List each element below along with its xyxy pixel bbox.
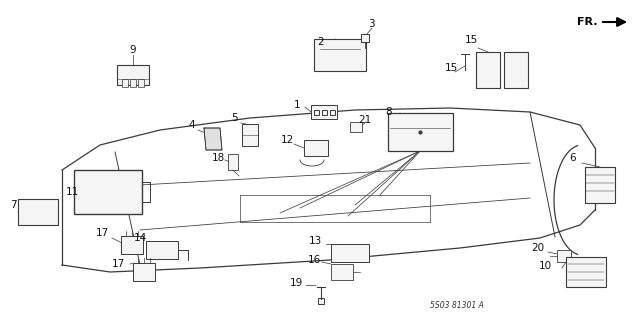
Bar bbox=[133, 263, 155, 281]
Bar bbox=[504, 52, 528, 88]
Bar bbox=[146, 241, 178, 259]
Text: 8: 8 bbox=[386, 107, 392, 117]
Bar bbox=[314, 39, 366, 71]
Text: 9: 9 bbox=[130, 45, 136, 55]
Bar bbox=[74, 170, 142, 214]
Text: 5S03 81301 A: 5S03 81301 A bbox=[430, 300, 484, 309]
Text: 14: 14 bbox=[133, 233, 147, 243]
Bar bbox=[585, 167, 615, 203]
Bar bbox=[350, 122, 362, 132]
Text: 6: 6 bbox=[570, 153, 576, 163]
Bar bbox=[311, 105, 337, 119]
Bar bbox=[387, 113, 452, 151]
Bar bbox=[318, 298, 324, 304]
Text: 17: 17 bbox=[95, 228, 109, 238]
Text: 15: 15 bbox=[465, 35, 477, 45]
Bar bbox=[304, 140, 328, 156]
Text: 21: 21 bbox=[358, 115, 372, 125]
Bar bbox=[321, 109, 326, 115]
Text: 4: 4 bbox=[189, 120, 195, 130]
Text: 7: 7 bbox=[10, 200, 16, 210]
Bar bbox=[117, 65, 149, 85]
Bar bbox=[476, 52, 500, 88]
Bar bbox=[138, 79, 144, 87]
Bar bbox=[566, 257, 606, 287]
Text: 2: 2 bbox=[317, 37, 324, 47]
Text: 11: 11 bbox=[65, 187, 79, 197]
Text: 1: 1 bbox=[294, 100, 300, 110]
Text: 16: 16 bbox=[307, 255, 321, 265]
Text: 18: 18 bbox=[211, 153, 225, 163]
Bar bbox=[331, 244, 369, 262]
Bar bbox=[121, 236, 143, 254]
Bar bbox=[557, 250, 571, 262]
Text: 12: 12 bbox=[280, 135, 294, 145]
Bar bbox=[242, 124, 258, 146]
Bar bbox=[361, 34, 369, 42]
Text: 5: 5 bbox=[230, 113, 237, 123]
Text: 13: 13 bbox=[308, 236, 322, 246]
Bar bbox=[330, 109, 335, 115]
Bar bbox=[130, 79, 136, 87]
Text: 15: 15 bbox=[444, 63, 458, 73]
Text: FR.: FR. bbox=[577, 17, 598, 27]
Bar bbox=[331, 264, 353, 280]
Polygon shape bbox=[204, 128, 222, 150]
Text: 19: 19 bbox=[289, 278, 303, 288]
Text: 17: 17 bbox=[111, 259, 125, 269]
Text: 3: 3 bbox=[368, 19, 374, 29]
Bar bbox=[314, 109, 319, 115]
Bar bbox=[18, 199, 58, 225]
Bar bbox=[228, 154, 238, 170]
Text: 10: 10 bbox=[538, 261, 552, 271]
Text: 20: 20 bbox=[531, 243, 545, 253]
Bar bbox=[122, 79, 128, 87]
